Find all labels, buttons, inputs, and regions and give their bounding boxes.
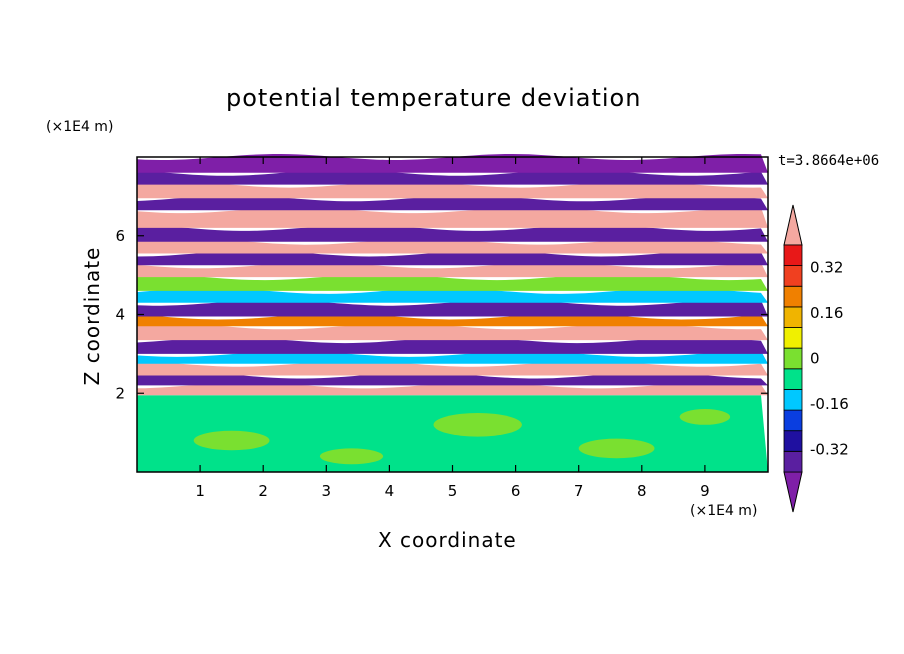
field-layer bbox=[137, 250, 768, 266]
colorbar-label: 0.32 bbox=[810, 259, 843, 277]
colorbar-swatch bbox=[783, 285, 803, 308]
colorbar-max-triangle bbox=[783, 204, 803, 246]
field-layer bbox=[137, 224, 768, 242]
x-axis: 1 2 3 4 5 6 7 8 9 bbox=[195, 157, 710, 500]
x-tick-label: 3 bbox=[322, 482, 332, 500]
colorbar-swatch bbox=[783, 265, 803, 287]
field-patch bbox=[679, 409, 731, 425]
chart-title: potential temperature deviation bbox=[226, 84, 642, 112]
colorbar-label: -0.32 bbox=[810, 440, 849, 458]
colorbar-swatch bbox=[783, 368, 803, 390]
x-axis-label: X coordinate bbox=[378, 528, 517, 552]
field-layer bbox=[137, 169, 768, 185]
x-tick-label: 7 bbox=[574, 482, 584, 500]
z-axis: 2 4 6 bbox=[115, 227, 768, 402]
colorbar-swatch bbox=[783, 244, 803, 267]
field-layer bbox=[137, 274, 768, 291]
field-patch bbox=[433, 413, 522, 437]
x-tick-label: 4 bbox=[385, 482, 395, 500]
field-layer bbox=[137, 299, 768, 317]
colorbar-swatch bbox=[783, 306, 803, 328]
x-tick-label: 8 bbox=[637, 482, 647, 500]
colorbar: 0.32 0.16 0 -0.16 -0.32 bbox=[783, 204, 849, 513]
field-patch bbox=[578, 438, 655, 459]
colorbar-swatch bbox=[783, 450, 803, 473]
field-layer bbox=[137, 238, 768, 254]
colorbar-min-triangle bbox=[783, 471, 803, 513]
z-axis-unit: (×1E4 m) bbox=[46, 119, 114, 135]
field-patch bbox=[319, 448, 384, 465]
colorbar-label: -0.16 bbox=[810, 395, 849, 413]
field-layer bbox=[137, 262, 768, 278]
field-layer bbox=[137, 350, 768, 364]
z-tick-label: 6 bbox=[115, 227, 125, 245]
time-label: t=3.8664e+06 bbox=[778, 153, 880, 169]
field-patch bbox=[193, 430, 270, 451]
plot-area bbox=[137, 154, 768, 472]
field-layer bbox=[137, 207, 768, 228]
field-layer bbox=[137, 323, 768, 341]
x-axis-unit: (×1E4 m) bbox=[690, 503, 758, 519]
colorbar-swatch bbox=[783, 389, 803, 411]
field-layer bbox=[137, 372, 768, 386]
x-tick-label: 5 bbox=[448, 482, 458, 500]
z-tick-label: 2 bbox=[115, 384, 125, 402]
field-layer bbox=[137, 195, 768, 211]
x-tick-label: 9 bbox=[700, 482, 710, 500]
colorbar-label: 0.16 bbox=[810, 304, 843, 322]
colorbar-label: 0 bbox=[810, 350, 820, 368]
field-layer bbox=[137, 337, 768, 354]
colorbar-swatch bbox=[783, 409, 803, 432]
x-tick-label: 6 bbox=[511, 482, 521, 500]
field-layer bbox=[137, 287, 768, 303]
field-layer bbox=[137, 382, 768, 396]
colorbar-swatch bbox=[783, 430, 803, 452]
z-tick-label: 4 bbox=[115, 306, 125, 324]
x-tick-label: 1 bbox=[195, 482, 205, 500]
colorbar-swatch bbox=[783, 347, 803, 370]
colorbar-swatch bbox=[783, 327, 803, 349]
x-tick-label: 2 bbox=[258, 482, 268, 500]
field-layer bbox=[137, 181, 768, 199]
field-layer bbox=[137, 360, 768, 376]
field-layer bbox=[137, 313, 768, 327]
